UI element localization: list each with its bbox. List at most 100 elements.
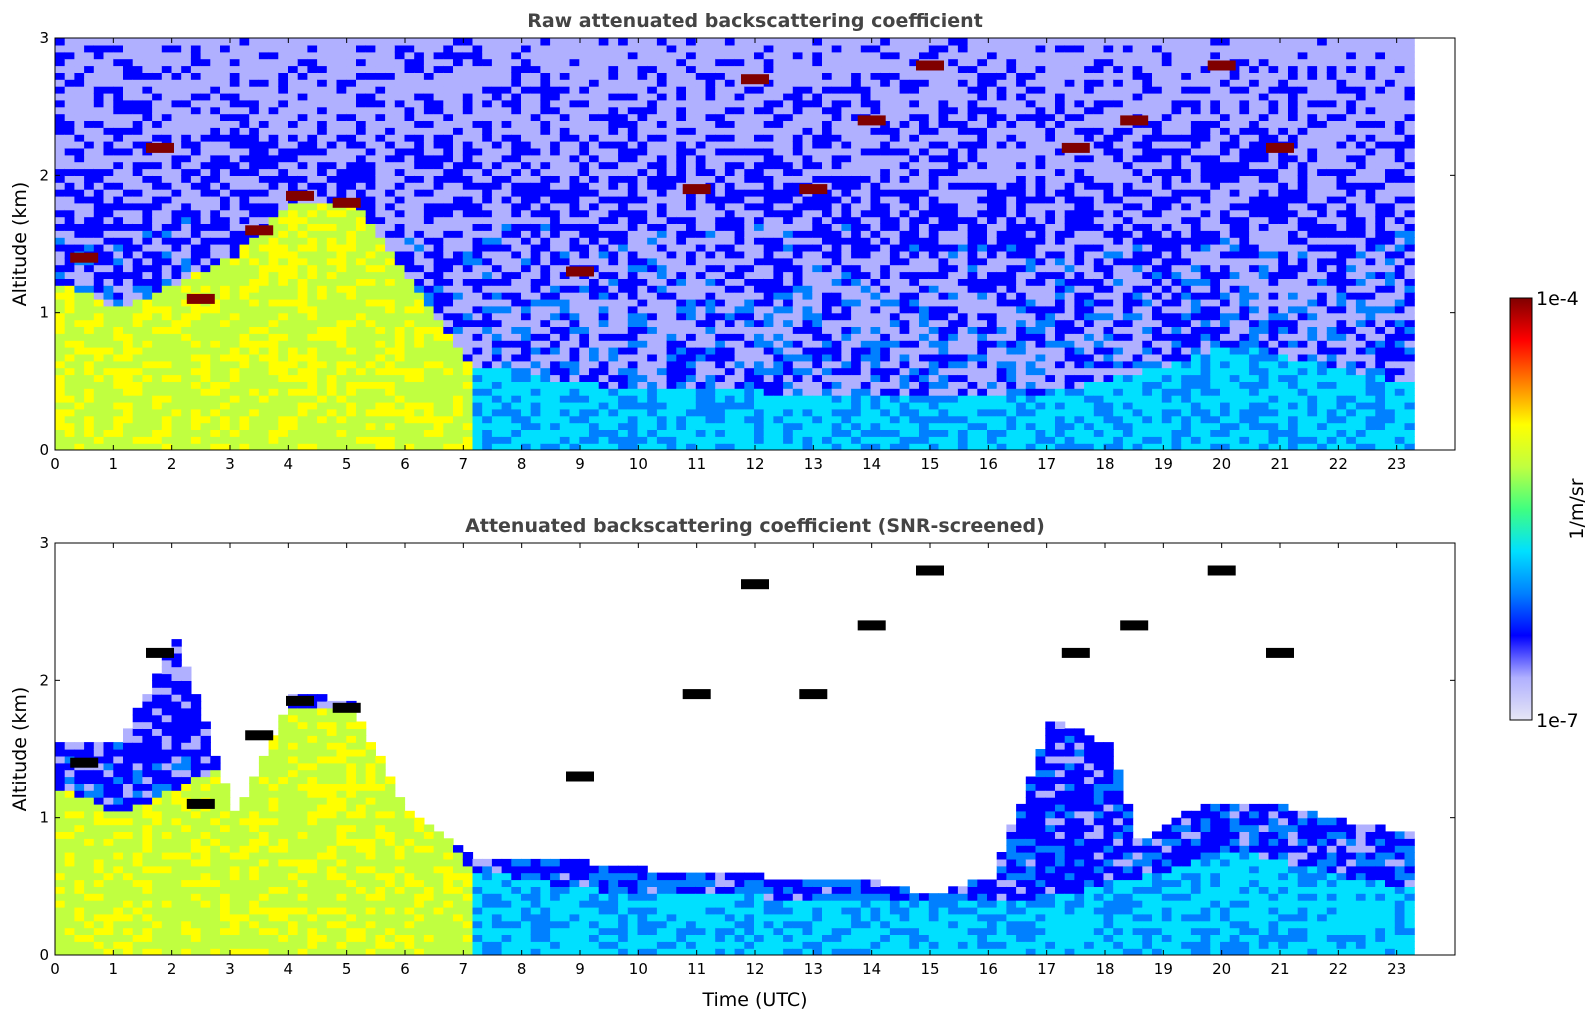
- heat-cell: [433, 161, 444, 170]
- heat-cell: [210, 58, 221, 67]
- heat-cell: [278, 244, 289, 252]
- heat-cell: [93, 333, 105, 341]
- heat-cell: [598, 388, 609, 396]
- heat-cell: [258, 401, 270, 410]
- heat-cell: [462, 92, 474, 101]
- heat-cell: [511, 175, 522, 183]
- heat-cell: [530, 161, 541, 170]
- heat-cell: [288, 168, 299, 176]
- heat-cell: [356, 305, 367, 314]
- heat-cell: [511, 333, 522, 341]
- heat-cell: [618, 134, 629, 142]
- heat-cell: [268, 175, 279, 183]
- heat-cell: [93, 92, 105, 101]
- heat-cell: [598, 381, 609, 389]
- heat-cell: [501, 175, 512, 183]
- heat-cell: [763, 264, 774, 273]
- heat-cell: [142, 237, 153, 245]
- heat-cell: [511, 92, 522, 101]
- heat-cell: [550, 127, 561, 135]
- heat-cell: [686, 175, 697, 183]
- heat-cell: [686, 443, 697, 450]
- heat-cell: [724, 79, 736, 87]
- heat-cell: [501, 326, 512, 334]
- heat-cell: [569, 305, 580, 314]
- heat-cell: [647, 44, 658, 53]
- heat-cell: [394, 360, 406, 369]
- heat-cell: [181, 147, 192, 156]
- heat-cell: [686, 154, 697, 163]
- heat-cell: [200, 195, 211, 204]
- heat-cell: [268, 195, 279, 204]
- heat-cell: [181, 436, 192, 444]
- heat-cell: [608, 360, 619, 369]
- heat-cell: [598, 298, 609, 307]
- heat-cell: [491, 312, 503, 321]
- heat-cell: [356, 436, 367, 444]
- heat-cell: [152, 278, 163, 286]
- heat-cell: [210, 422, 221, 430]
- heat-cell: [346, 326, 357, 334]
- heat-cell: [433, 38, 444, 46]
- heat-cell: [190, 161, 202, 170]
- heat-cell: [550, 264, 561, 273]
- heat-cell: [637, 298, 648, 307]
- heat-cell: [676, 72, 687, 80]
- heat-cell: [74, 353, 85, 362]
- heat-cell: [511, 209, 522, 218]
- heat-cell: [822, 395, 833, 403]
- heat-cell: [831, 367, 842, 376]
- heat-cell: [229, 154, 241, 163]
- heat-cell: [666, 189, 677, 197]
- heat-cell: [103, 436, 114, 444]
- heat-cell: [744, 305, 755, 314]
- heat-cell: [521, 161, 532, 170]
- heat-cell: [74, 79, 85, 87]
- heat-cell: [841, 292, 852, 300]
- heat-cell: [841, 388, 852, 396]
- heat-cell: [278, 79, 289, 87]
- heat-cell: [375, 195, 386, 204]
- heat-cell: [812, 333, 823, 341]
- heat-cell: [686, 237, 697, 245]
- heat-cell: [482, 347, 493, 355]
- heat-cell: [423, 360, 435, 369]
- heat-cell: [676, 161, 687, 170]
- heat-cell: [676, 195, 687, 204]
- heat-cell: [336, 429, 347, 437]
- heat-cell: [783, 257, 794, 266]
- heat-cell: [792, 154, 804, 163]
- heat-cell: [74, 65, 85, 73]
- heat-cell: [598, 401, 609, 410]
- heat-cell: [666, 292, 677, 300]
- heat-cell: [258, 347, 270, 355]
- heat-cell: [181, 285, 192, 293]
- heat-cell: [385, 360, 396, 369]
- heat-cell: [656, 353, 668, 362]
- heat-cell: [462, 147, 474, 156]
- heat-cell: [220, 216, 231, 224]
- heat-cell: [734, 408, 745, 417]
- heat-cell: [647, 312, 658, 321]
- heat-cell: [618, 312, 629, 321]
- heat-cell: [453, 134, 464, 142]
- heat-cell: [278, 223, 289, 231]
- heat-cell: [249, 244, 260, 252]
- heat-cell: [715, 92, 726, 101]
- heat-cell: [326, 237, 338, 245]
- heat-cell: [365, 244, 376, 252]
- heat-cell: [404, 429, 415, 437]
- heat-cell: [317, 106, 328, 115]
- heat-cell: [453, 408, 464, 417]
- heat-cell: [268, 216, 279, 224]
- heat-cell: [336, 237, 347, 245]
- heat-cell: [491, 395, 503, 403]
- heat-cell: [559, 127, 571, 135]
- heat-cell: [540, 216, 551, 224]
- heat-cell: [394, 237, 406, 245]
- heat-cell: [181, 127, 192, 135]
- heat-cell: [608, 127, 619, 135]
- heat-cell: [589, 257, 600, 266]
- heat-cell: [171, 388, 182, 396]
- heat-cell: [656, 298, 668, 307]
